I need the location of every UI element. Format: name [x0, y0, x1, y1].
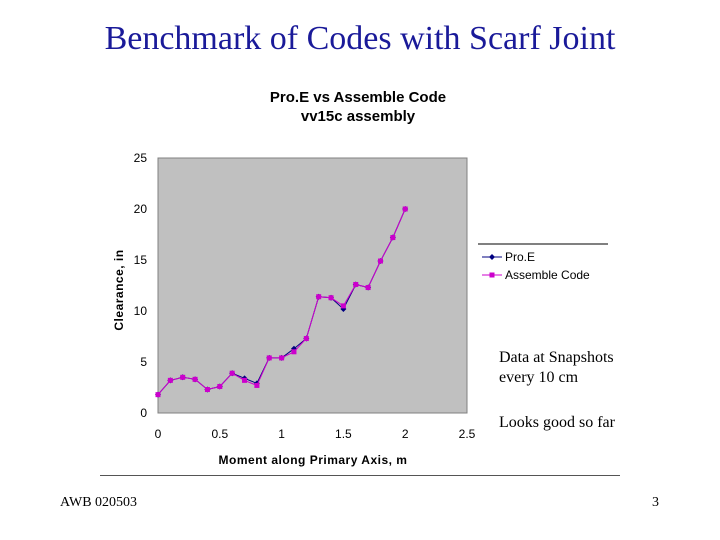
legend-marker-proe	[489, 254, 495, 260]
y-tick-label: 10	[134, 304, 148, 318]
y-axis-label: Clearance, in	[112, 249, 126, 330]
y-tick-label: 20	[134, 202, 148, 216]
data-point-assemble-code	[340, 303, 346, 309]
y-tick-label: 15	[134, 253, 148, 267]
x-tick-label: 1.5	[335, 427, 352, 441]
data-point-assemble-code	[365, 285, 371, 291]
data-point-assemble-code	[229, 370, 235, 376]
x-axis-label: Moment along Primary Axis, m	[219, 453, 408, 467]
snapshot-note-line2: every 10 cm	[499, 369, 579, 386]
slide-title: Benchmark of Codes with Scarf Joint	[104, 20, 616, 57]
footer-label: AWB 020503	[60, 495, 138, 510]
data-point-assemble-code	[291, 349, 297, 355]
snapshot-note: Data at Snapshots every 10 cm	[499, 348, 614, 388]
plot-area	[157, 157, 468, 414]
status-note: Looks good so far	[499, 414, 615, 431]
y-tick-label: 25	[134, 151, 148, 165]
data-point-assemble-code	[303, 336, 309, 342]
footer-divider	[100, 475, 620, 476]
x-tick-label: 2	[402, 427, 409, 441]
data-point-assemble-code	[353, 281, 359, 287]
data-point-assemble-code	[155, 392, 161, 398]
data-point-assemble-code	[266, 355, 272, 361]
chart-title-line2: vv15c assembly	[300, 108, 416, 125]
data-point-assemble-code	[316, 294, 322, 300]
x-tick-label: 2.5	[459, 427, 476, 441]
data-point-assemble-code	[217, 383, 223, 389]
data-point-assemble-code	[192, 376, 198, 382]
legend-marker-assemble-code	[489, 272, 495, 278]
snapshot-note-line1: Data at Snapshots	[499, 349, 614, 366]
y-tick-label: 5	[140, 355, 147, 369]
legend-label-proe: Pro.E	[505, 250, 535, 264]
x-tick-label: 0.5	[211, 427, 228, 441]
legend-label-assemble-code: Assemble Code	[505, 268, 590, 282]
y-tick-label: 0	[140, 406, 147, 420]
data-point-assemble-code	[377, 258, 383, 264]
data-point-assemble-code	[402, 206, 408, 212]
chart-title: Pro.E vs Assemble Code vv15c assembly	[208, 88, 508, 126]
data-point-assemble-code	[254, 382, 260, 388]
data-point-assemble-code	[390, 235, 396, 241]
x-tick-label: 0	[155, 427, 162, 441]
data-point-assemble-code	[180, 374, 186, 380]
data-point-assemble-code	[328, 295, 334, 301]
data-point-assemble-code	[242, 377, 248, 383]
page-number: 3	[652, 495, 659, 510]
data-point-assemble-code	[204, 387, 210, 393]
chart-title-line1: Pro.E vs Assemble Code	[269, 89, 447, 106]
data-point-assemble-code	[279, 355, 285, 361]
x-tick-label: 1	[278, 427, 285, 441]
data-point-assemble-code	[167, 377, 173, 383]
